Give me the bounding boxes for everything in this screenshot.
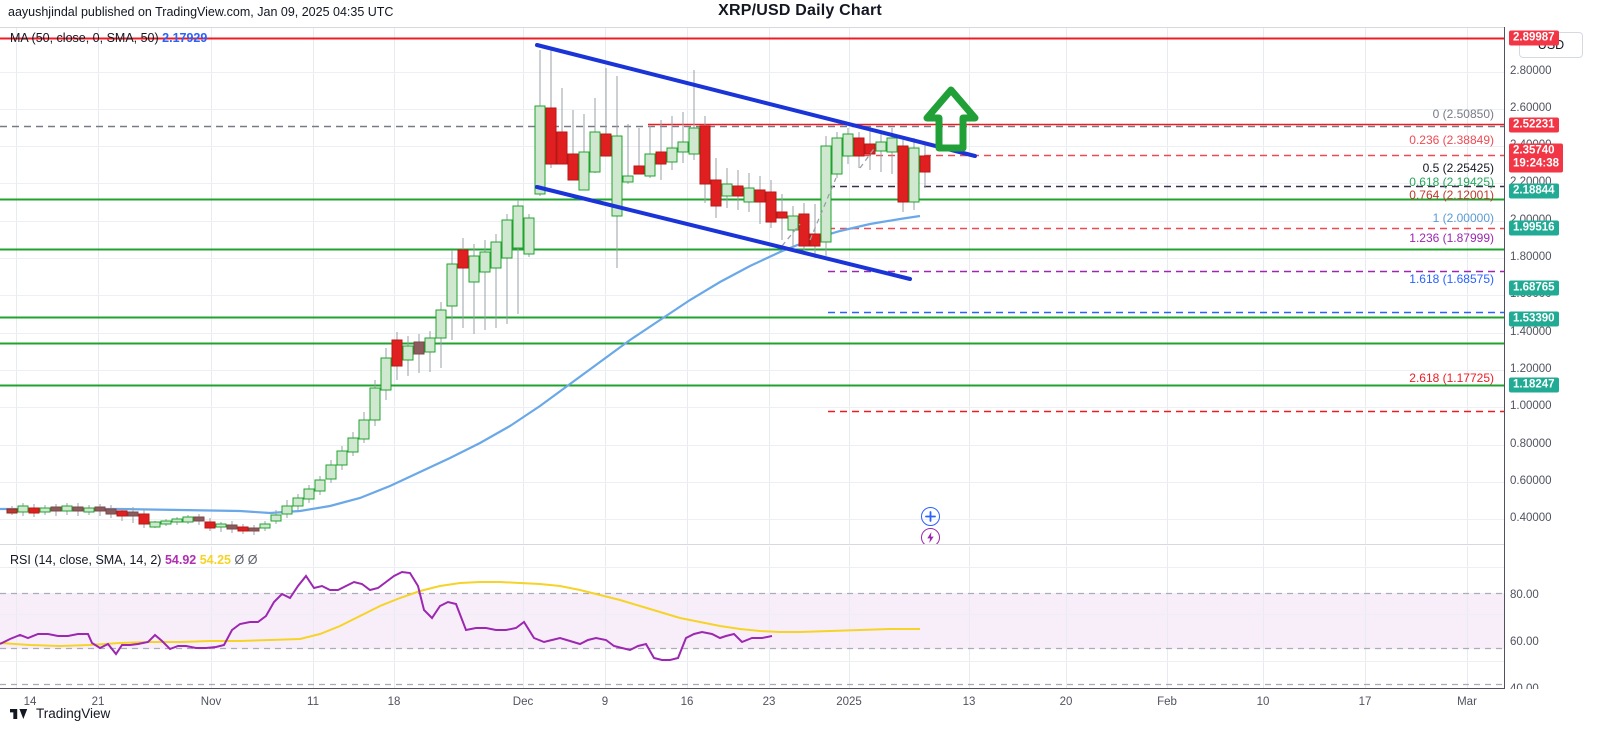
- axis-tick-2.60: 2.60000: [1510, 102, 1552, 114]
- time-label-13: 13: [962, 696, 976, 708]
- time-label-21: 21: [91, 696, 105, 708]
- axis-tick-1.40: 1.40000: [1510, 326, 1552, 338]
- countdown-timer: 19:24:38: [1513, 157, 1560, 170]
- fib-label-0236: 0.236 (2.38849): [1409, 133, 1494, 147]
- price-pill-1.18247: 1.18247: [1509, 377, 1559, 393]
- candlestick-series: [6, 48, 931, 535]
- axis-tick-1.20: 1.20000: [1510, 363, 1552, 375]
- green-up-arrow-icon: [923, 86, 979, 152]
- time-label-2025: 2025: [836, 696, 862, 708]
- rsi-legend-sma-value: 54.25: [199, 553, 231, 567]
- axis-tick-1.00: 1.00000: [1510, 400, 1552, 412]
- time-label-23: 23: [762, 696, 776, 708]
- time-label-Nov: Nov: [200, 696, 222, 708]
- fib-label-05: 0.5 (2.25425): [1422, 161, 1494, 175]
- ma50-line: [0, 214, 921, 515]
- price-pill-2.52231: 2.52231: [1509, 117, 1559, 133]
- axis-tick-2.80: 2.80000: [1510, 65, 1552, 77]
- time-label-20: 20: [1059, 696, 1073, 708]
- rsi-threshold-lines: [0, 592, 1504, 686]
- price-chart-svg: [0, 28, 1504, 544]
- axis-tick-0.80: 0.80000: [1510, 438, 1552, 450]
- time-label-10: 10: [1256, 696, 1270, 708]
- rsi-axis-tick-40: 40.00: [1510, 683, 1539, 689]
- plus-glyph: [925, 511, 936, 522]
- plus-circle-icon[interactable]: [921, 507, 940, 526]
- axis-tick-1.80: 1.80000: [1510, 251, 1552, 263]
- ma-indicator-legend[interactable]: MA (50, close, 0, SMA, 50) 2.17929: [10, 31, 207, 45]
- price-pill-2.18844: 2.18844: [1509, 183, 1559, 199]
- price-pill-1.68765: 1.68765: [1509, 280, 1559, 296]
- ma-legend-value: 2.17929: [162, 31, 208, 45]
- fib-label-2618: 2.618 (1.17725): [1409, 371, 1494, 385]
- lightning-bolt-circle-icon[interactable]: [921, 528, 940, 544]
- rsi-line: [0, 570, 773, 661]
- last-price-value: 2.35740: [1513, 144, 1555, 157]
- axis-tick-0.40: 0.40000: [1510, 512, 1552, 524]
- tradingview-brand-name: TradingView: [36, 706, 111, 721]
- rsi-indicator-legend[interactable]: RSI (14, close, SMA, 14, 2) 54.92 54.25 …: [10, 553, 257, 567]
- time-label-Dec: Dec: [512, 696, 534, 708]
- price-axis[interactable]: USD 2.80000 2.60000 2.40000 2.20000 2.00…: [1504, 27, 1600, 689]
- fib-label-0: 0 (2.50850): [1432, 107, 1494, 121]
- price-pill-1.99516: 1.99516: [1509, 220, 1559, 236]
- price-pill-last-price: 2.35740 19:24:38: [1509, 143, 1564, 173]
- time-label-14: 14: [23, 696, 37, 708]
- rsi-axis-tick-60: 60.00: [1510, 636, 1539, 648]
- fib-label-1: 1 (2.00000): [1432, 211, 1494, 225]
- rsi-legend-value: 54.92: [164, 553, 197, 567]
- time-label-17: 17: [1358, 696, 1372, 708]
- time-label-Feb: Feb: [1157, 696, 1177, 708]
- fib-label-0764: 0.764 (2.12001): [1409, 188, 1494, 202]
- fib-label-1618: 1.618 (1.68575): [1409, 272, 1494, 286]
- rsi-sma-line: [0, 581, 920, 648]
- time-label-18: 18: [387, 696, 401, 708]
- time-axis[interactable]: 14 21 Nov 11 18 Dec 9 16 23 2025 13 20 F…: [0, 689, 1504, 719]
- price-pill-2.89987: 2.89987: [1509, 30, 1559, 46]
- rsi-chart-svg: [0, 546, 1504, 688]
- minor-trendlines: [781, 145, 877, 247]
- footer[interactable]: TradingView: [10, 706, 110, 721]
- publisher-byline: aayushjindal published on TradingView.co…: [8, 5, 394, 19]
- fib-label-0618: 0.618 (2.19425): [1409, 175, 1494, 189]
- price-chart-pane[interactable]: 0 (2.50850) 0.236 (2.38849) 0.5 (2.25425…: [0, 27, 1504, 545]
- rsi-chart-pane[interactable]: [0, 546, 1504, 689]
- rsi-legend-name: RSI (14, close, SMA, 14, 2): [10, 553, 162, 567]
- trendline-channel: [535, 43, 977, 281]
- fib-label-1236: 1.236 (1.87999): [1409, 231, 1494, 245]
- rsi-axis-tick-80: 80.00: [1510, 589, 1539, 601]
- time-label-16: 16: [680, 696, 694, 708]
- tradingview-logo-icon: [10, 708, 28, 719]
- horizontal-price-lines: [0, 37, 1504, 413]
- rsi-legend-extra-2: Ø: [247, 553, 258, 567]
- rsi-legend-extra-1: Ø: [234, 553, 245, 567]
- page-title: XRP/USD Daily Chart: [718, 2, 882, 19]
- time-label-Mar: Mar: [1457, 696, 1477, 708]
- time-label-11: 11: [307, 696, 319, 708]
- price-pill-1.53390: 1.53390: [1509, 311, 1559, 327]
- time-label-9: 9: [601, 696, 609, 708]
- ma-legend-name: MA (50, close, 0, SMA, 50): [10, 31, 159, 45]
- bolt-glyph: [927, 532, 934, 543]
- axis-tick-0.60: 0.60000: [1510, 475, 1552, 487]
